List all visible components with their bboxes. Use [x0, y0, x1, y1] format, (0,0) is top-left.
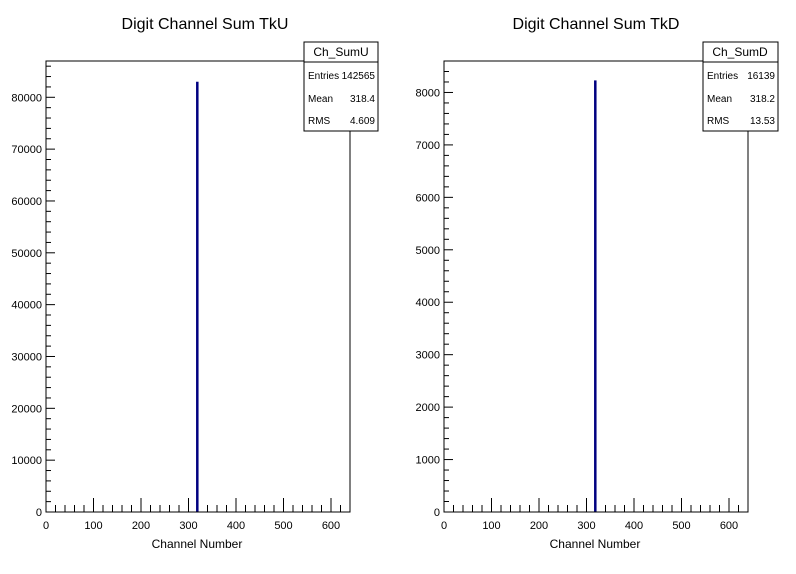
- y-tick-label: 2000: [416, 402, 440, 414]
- x-tick-label: 400: [625, 520, 643, 532]
- y-tick-label: 5000: [416, 245, 440, 257]
- y-tick-label: 1000: [416, 455, 440, 467]
- histogram-bar: [594, 80, 597, 512]
- chart-title: Digit Channel Sum TkD: [513, 16, 680, 33]
- y-tick-label: 4000: [416, 297, 440, 309]
- x-axis-label: Channel Number: [550, 537, 641, 551]
- y-tick-label: 50000: [11, 248, 42, 260]
- x-tick-label: 400: [227, 520, 245, 532]
- y-tick-label: 8000: [416, 87, 440, 99]
- x-tick-label: 0: [43, 520, 49, 532]
- x-tick-label: 300: [179, 520, 197, 532]
- histogram-panel-tkd: Digit Channel Sum TkD 010002000300040005…: [416, 16, 779, 551]
- stats-mean-label: Mean: [707, 94, 732, 105]
- stats-name: Ch_SumD: [712, 45, 768, 59]
- stats-entries-label: Entries: [308, 71, 339, 82]
- stats-box-frame: [702, 41, 779, 132]
- stats-name: Ch_SumU: [313, 45, 368, 59]
- stats-mean-label: Mean: [308, 94, 333, 105]
- x-tick-label: 600: [322, 520, 340, 532]
- y-axis: 0 10000 20000 30000 40000 50000 60000 70000 8000…: [11, 65, 55, 519]
- x-axis-label: Channel Number: [152, 537, 243, 551]
- x-tick-label: 500: [274, 520, 292, 532]
- stats-rms-value: 4.609: [350, 116, 375, 127]
- y-tick-label: 70000: [11, 144, 42, 156]
- y-tick-label: 7000: [416, 140, 440, 152]
- stats-rms-label: RMS: [308, 116, 331, 127]
- y-tick-label: 30000: [11, 351, 42, 363]
- x-tick-label: 300: [577, 520, 595, 532]
- x-axis: 0 100 200 300 400 500 600: [441, 498, 749, 532]
- chart-title: Digit Channel Sum TkU: [122, 16, 289, 33]
- y-tick-label: 6000: [416, 192, 440, 204]
- stats-box: Ch_SumD Entries 16139 Mean 318.2 RMS 13.…: [702, 41, 779, 132]
- stats-box: Ch_SumU Entries 142565 Mean 318.4 RMS 4.…: [303, 41, 379, 132]
- y-tick-label: 40000: [11, 300, 42, 312]
- x-tick-label: 200: [132, 520, 150, 532]
- stats-box-frame: [303, 41, 379, 132]
- stats-rms-value: 13.53: [750, 116, 775, 127]
- x-tick-label: 600: [720, 520, 738, 532]
- y-tick-label: 0: [36, 507, 42, 519]
- histogram-bars: [196, 81, 199, 513]
- x-tick-label: 0: [441, 520, 447, 532]
- y-axis: 0 1000 2000 3000 4000 5000 6000 7000 8000: [416, 60, 453, 519]
- stats-mean-value: 318.2: [750, 94, 775, 105]
- y-tick-label: 0: [434, 507, 440, 519]
- y-tick-label: 20000: [11, 403, 42, 415]
- y-tick-label: 10000: [11, 455, 42, 467]
- histogram-bars: [594, 80, 597, 512]
- y-tick-label: 60000: [11, 196, 42, 208]
- stats-entries-value: 142565: [342, 71, 376, 82]
- x-tick-label: 500: [672, 520, 690, 532]
- stats-entries-value: 16139: [747, 71, 775, 82]
- x-tick-label: 200: [530, 520, 548, 532]
- x-tick-label: 100: [482, 520, 500, 532]
- x-tick-label: 100: [84, 520, 102, 532]
- stats-rms-label: RMS: [707, 116, 730, 127]
- histogram-panel-tku: Digit Channel Sum TkU 0 10000 20000 30000 40…: [11, 16, 379, 551]
- stats-entries-label: Entries: [707, 71, 738, 82]
- x-axis: 0 100 200 300 400 500 600: [43, 498, 351, 532]
- stats-mean-value: 318.4: [350, 94, 375, 105]
- plot-frame: [45, 60, 351, 513]
- histogram-bar: [196, 81, 199, 513]
- y-tick-label: 3000: [416, 350, 440, 362]
- plot-frame: [443, 60, 749, 513]
- y-tick-label: 80000: [11, 92, 42, 104]
